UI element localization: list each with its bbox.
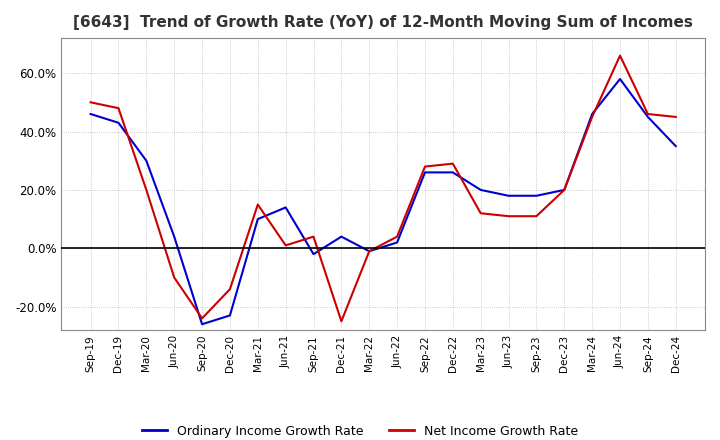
Ordinary Income Growth Rate [309,252,318,257]
Net Income Growth Rate [282,243,290,248]
Ordinary Income Growth Rate [170,234,179,239]
Ordinary Income Growth Rate [282,205,290,210]
Ordinary Income Growth Rate [337,234,346,239]
Net Income Growth Rate [225,286,234,292]
Net Income Growth Rate [672,114,680,120]
Net Income Growth Rate [560,187,569,193]
Net Income Growth Rate [253,202,262,207]
Ordinary Income Growth Rate [477,187,485,193]
Net Income Growth Rate [477,211,485,216]
Ordinary Income Growth Rate [365,249,374,254]
Net Income Growth Rate [504,213,513,219]
Net Income Growth Rate [142,187,150,193]
Net Income Growth Rate [449,161,457,166]
Net Income Growth Rate [644,111,652,117]
Net Income Growth Rate [393,234,402,239]
Ordinary Income Growth Rate [253,216,262,222]
Ordinary Income Growth Rate [672,143,680,149]
Ordinary Income Growth Rate [420,170,429,175]
Ordinary Income Growth Rate [393,240,402,245]
Ordinary Income Growth Rate [449,170,457,175]
Net Income Growth Rate [588,114,596,120]
Net Income Growth Rate [337,319,346,324]
Net Income Growth Rate [170,275,179,280]
Ordinary Income Growth Rate [560,187,569,193]
Ordinary Income Growth Rate [114,120,123,125]
Net Income Growth Rate [114,106,123,111]
Ordinary Income Growth Rate [225,313,234,318]
Legend: Ordinary Income Growth Rate, Net Income Growth Rate: Ordinary Income Growth Rate, Net Income … [138,420,582,440]
Ordinary Income Growth Rate [532,193,541,198]
Ordinary Income Growth Rate [644,114,652,120]
Net Income Growth Rate [86,100,95,105]
Ordinary Income Growth Rate [504,193,513,198]
Net Income Growth Rate [616,53,624,58]
Ordinary Income Growth Rate [198,322,207,327]
Ordinary Income Growth Rate [616,77,624,82]
Ordinary Income Growth Rate [86,111,95,117]
Net Income Growth Rate [420,164,429,169]
Net Income Growth Rate [365,249,374,254]
Ordinary Income Growth Rate [588,111,596,117]
Net Income Growth Rate [198,316,207,321]
Net Income Growth Rate [309,234,318,239]
Net Income Growth Rate [532,213,541,219]
Line: Net Income Growth Rate: Net Income Growth Rate [91,55,676,321]
Title: [6643]  Trend of Growth Rate (YoY) of 12-Month Moving Sum of Incomes: [6643] Trend of Growth Rate (YoY) of 12-… [73,15,693,30]
Line: Ordinary Income Growth Rate: Ordinary Income Growth Rate [91,79,676,324]
Ordinary Income Growth Rate [142,158,150,163]
